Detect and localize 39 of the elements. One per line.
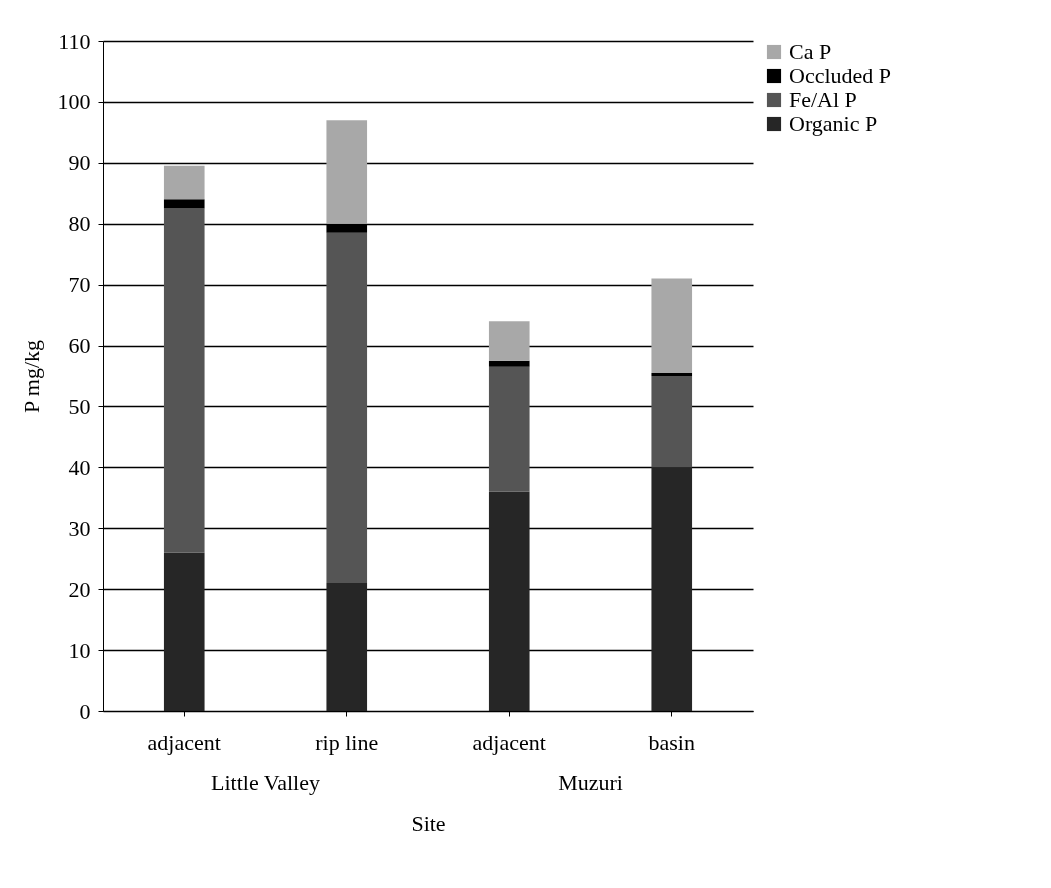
y-tick-label: 0 <box>79 698 91 724</box>
x-tick-label: adjacent <box>147 729 221 755</box>
bar <box>326 232 368 584</box>
x-tick-label: basin <box>648 729 695 755</box>
x-tick-label: adjacent <box>472 729 546 755</box>
y-tick-label: 20 <box>68 576 91 602</box>
x-tick-label: rip line <box>315 729 379 755</box>
bar <box>326 120 368 224</box>
y-tick-label: 80 <box>68 211 91 237</box>
legend-label: Ca P <box>789 39 832 64</box>
bar <box>488 321 530 361</box>
y-tick-label: 70 <box>68 272 91 298</box>
y-axis-title: P mg/kg <box>18 339 44 414</box>
y-tick-label: 50 <box>68 393 91 419</box>
text: Muzuri <box>558 770 623 795</box>
bar <box>651 372 693 376</box>
bar <box>651 278 693 373</box>
text: Little Valley <box>211 770 320 795</box>
y-tick-label: 40 <box>68 454 91 480</box>
bar <box>163 199 205 209</box>
y-tick-label: 90 <box>68 150 91 176</box>
bar <box>651 376 693 468</box>
bar <box>651 467 693 711</box>
y-tick-label: 60 <box>68 333 91 359</box>
bar <box>163 552 205 711</box>
x-axis-title: Site <box>411 810 446 836</box>
bar <box>163 208 205 553</box>
legend-label: Organic P <box>789 111 878 136</box>
bar <box>488 360 530 367</box>
y-tick-label: 10 <box>68 637 91 663</box>
y-tick-label: 30 <box>68 515 91 541</box>
y-tick-label: 110 <box>58 28 91 54</box>
bar <box>163 165 205 200</box>
y-tick-label: 100 <box>57 89 91 115</box>
bar <box>488 491 530 711</box>
legend-label: Fe/Al P <box>789 87 857 112</box>
legend-label: Occluded P <box>789 63 892 88</box>
bar <box>488 366 530 492</box>
bar <box>326 583 368 711</box>
